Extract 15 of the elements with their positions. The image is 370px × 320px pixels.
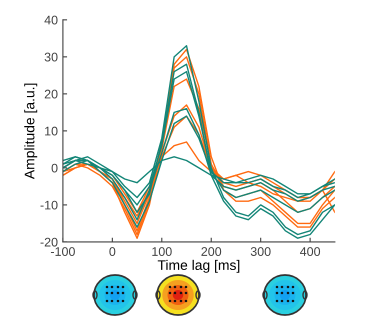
x-tick-label: 200 — [201, 247, 222, 256]
x-axis-title: Time lag [ms] — [158, 260, 240, 273]
y-tick-label: -10 — [40, 200, 58, 210]
x-tick-label: 300 — [250, 247, 271, 256]
y-tick-label: 10 — [45, 126, 58, 136]
x-tick-label: 400 — [300, 247, 320, 256]
y-tick-label: 0 — [52, 164, 58, 173]
y-axis-title: Amplitude [a.u.] — [24, 84, 38, 180]
y-tick-label: 30 — [44, 52, 58, 62]
x-tick-label: 0 — [109, 247, 116, 256]
y-tick-label: 40 — [44, 16, 58, 24]
x-tick-label: 100 — [152, 247, 172, 256]
x-tick-label: -100 — [50, 247, 75, 256]
y-tick-label: -20 — [40, 238, 58, 247]
y-tick-label: 20 — [44, 90, 58, 99]
